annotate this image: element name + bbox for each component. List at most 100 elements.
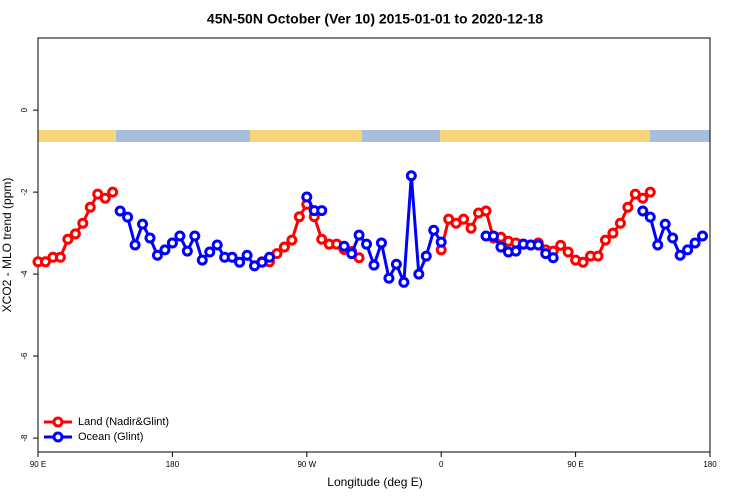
x-tick-label: 180 — [166, 460, 180, 469]
data-point — [495, 241, 507, 253]
y-axis-label: XCO2 - MLO trend (ppm) — [0, 178, 14, 313]
data-point — [114, 205, 126, 217]
data-point — [77, 217, 89, 229]
legend-label: Land (Nadir&Glint) — [78, 416, 169, 428]
data-point — [375, 237, 387, 249]
land-strip — [38, 130, 116, 142]
y-tick-label: -4 — [20, 270, 29, 278]
data-point — [547, 252, 559, 264]
x-tick-label: 90 E — [567, 460, 583, 469]
data-point — [346, 248, 358, 260]
x-tick-label: 90 W — [297, 460, 316, 469]
data-point — [480, 205, 492, 217]
data-point — [211, 239, 223, 251]
data-point — [151, 249, 163, 261]
data-point — [39, 256, 51, 268]
x-tick-label: 90 E — [30, 460, 46, 469]
data-point — [599, 234, 611, 246]
chart-title: 45N-50N October (Ver 10) 2015-01-01 to 2… — [207, 11, 543, 27]
data-point — [196, 254, 208, 266]
data-point — [383, 272, 395, 284]
data-point — [555, 239, 567, 251]
land-strip — [440, 130, 650, 142]
data-point — [84, 201, 96, 213]
data-point — [607, 227, 619, 239]
x-tick-label: 0 — [439, 460, 444, 469]
data-point — [107, 186, 119, 198]
data-point — [69, 228, 81, 240]
data-point — [689, 237, 701, 249]
data-point — [122, 211, 134, 223]
data-point — [390, 258, 402, 270]
data-point — [129, 239, 141, 251]
data-point — [263, 251, 275, 263]
y-tick-label: -8 — [20, 434, 29, 442]
land-mask-strip — [38, 130, 710, 142]
data-point — [420, 250, 432, 262]
data-point — [510, 245, 522, 257]
data-point — [398, 276, 410, 288]
data-point — [405, 170, 417, 182]
data-point — [637, 205, 649, 217]
land-strip — [250, 130, 362, 142]
data-point — [62, 233, 74, 245]
data-point — [241, 249, 253, 261]
data-point — [697, 230, 709, 242]
data-point — [487, 230, 499, 242]
y-tick-label: 0 — [20, 107, 29, 112]
data-point — [674, 249, 686, 261]
data-point — [144, 232, 156, 244]
data-point — [622, 201, 634, 213]
data-point — [562, 246, 574, 258]
data-point — [99, 192, 111, 204]
data-point — [234, 256, 246, 268]
data-point — [189, 230, 201, 242]
data-point — [137, 218, 149, 230]
data-point — [465, 222, 477, 234]
data-point — [361, 238, 373, 250]
legend-label: Ocean (Glint) — [78, 431, 143, 443]
data-point — [256, 256, 268, 268]
data-point — [338, 240, 350, 252]
data-point — [301, 191, 313, 203]
data-point — [293, 211, 305, 223]
data-point — [652, 239, 664, 251]
x-axis-label: Longitude (deg E) — [327, 475, 422, 489]
legend-marker — [52, 431, 64, 443]
x-tick-label: 180 — [703, 460, 717, 469]
data-point — [181, 245, 193, 257]
data-point — [592, 250, 604, 262]
data-point — [659, 218, 671, 230]
data-point — [637, 192, 649, 204]
data-point — [159, 244, 171, 256]
data-point — [174, 230, 186, 242]
legend-marker — [52, 416, 64, 428]
data-point — [286, 234, 298, 246]
data-point — [682, 244, 694, 256]
data-point — [644, 186, 656, 198]
data-point — [166, 237, 178, 249]
data-point — [532, 239, 544, 251]
data-point — [577, 256, 589, 268]
data-point — [54, 251, 66, 263]
data-point — [458, 213, 470, 225]
data-point — [428, 224, 440, 236]
data-point — [667, 232, 679, 244]
data-point — [316, 205, 328, 217]
data-point — [435, 236, 447, 248]
data-point — [644, 211, 656, 223]
data-point — [316, 233, 328, 245]
series-line — [38, 190, 114, 264]
data-point — [368, 259, 380, 271]
y-tick-label: -6 — [20, 352, 29, 360]
data-point — [353, 229, 365, 241]
y-tick-label: -2 — [20, 188, 29, 196]
data-point — [204, 246, 216, 258]
data-point — [614, 217, 626, 229]
data-point — [278, 241, 290, 253]
data-point — [413, 268, 425, 280]
data-point — [226, 251, 238, 263]
plot-frame — [37, 37, 711, 453]
